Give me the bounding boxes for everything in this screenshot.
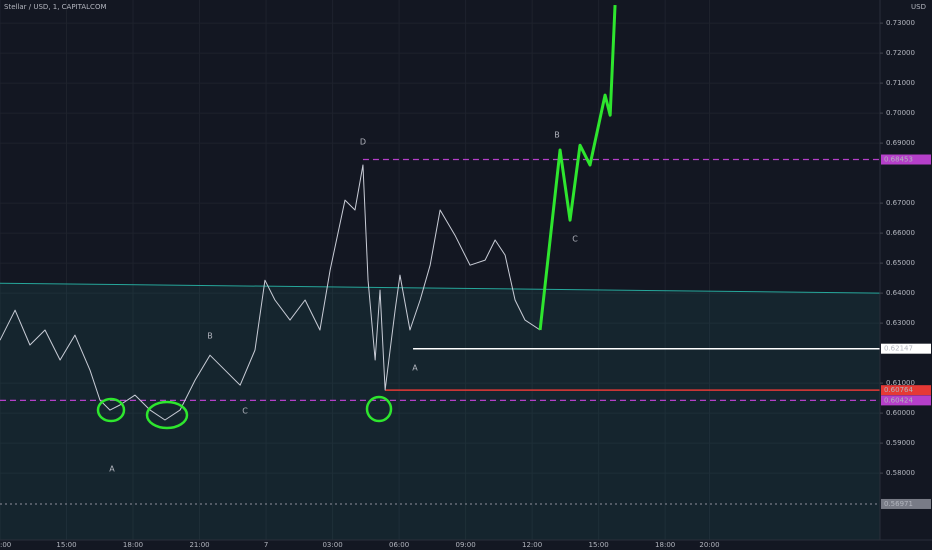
trend-zone	[0, 283, 880, 540]
y-tick-label: 0.65000	[886, 259, 915, 267]
zone	[0, 282, 881, 540]
level-tag-label: 0.60424	[884, 396, 913, 404]
projection-line	[538, 5, 617, 331]
y-tick-label: 0.61000	[886, 379, 915, 387]
annotations: A B C D A B C	[109, 131, 578, 474]
level-tag	[881, 343, 931, 354]
y-tick-label: 0.67000	[886, 199, 915, 207]
wave-label: A	[412, 364, 418, 373]
level-tag	[881, 498, 931, 509]
y-tick-label: 0.72000	[886, 49, 915, 57]
level-tag-label: 0.56971	[884, 500, 913, 508]
highlight	[365, 395, 393, 423]
y-tick-label: 0.73000	[886, 19, 915, 27]
x-tick-label: 18:00	[655, 541, 675, 549]
y-tick-label: 0.66000	[886, 229, 915, 237]
x-tick-label: 20:00	[699, 541, 719, 549]
x-tick-label: 18:00	[123, 541, 143, 549]
level-tag	[881, 385, 931, 396]
y-tick-label: 0.60000	[886, 409, 915, 417]
chart-title: Stellar / USD, 1, CAPITALCOM	[4, 3, 107, 11]
x-tick-label: 12:00	[522, 541, 542, 549]
wave-label: B	[207, 332, 213, 341]
highlight	[145, 400, 189, 430]
level-tag	[881, 154, 931, 165]
x-tick-label: 21:00	[189, 541, 209, 549]
x-tick-label: 15:00	[589, 541, 609, 549]
price-line	[0, 164, 541, 421]
y-tick-label: 0.59000	[886, 439, 915, 447]
y-tick-label: 0.63000	[886, 319, 915, 327]
wave-label: C	[572, 235, 578, 244]
level-tag	[881, 395, 931, 406]
y-tick-label: 0.58000	[886, 469, 915, 477]
highlights	[96, 395, 393, 430]
wave-label: A	[109, 465, 115, 474]
x-tick-label: :00	[0, 541, 11, 549]
highlight	[96, 397, 126, 423]
x-tick-label: 06:00	[389, 541, 409, 549]
currency: USD	[911, 3, 926, 11]
wave-label: D	[360, 138, 366, 147]
x-tick-label: 7	[264, 541, 268, 549]
trendline	[0, 282, 881, 294]
wave-label: B	[554, 131, 560, 140]
level-tag-label: 0.60764	[884, 386, 913, 394]
level-tag-label: 0.62147	[884, 345, 913, 353]
y-tick-label: 0.69000	[886, 139, 915, 147]
x-tick-label: 03:00	[322, 541, 342, 549]
y-tick-label: 0.71000	[886, 79, 915, 87]
x-tick-label: 09:00	[456, 541, 476, 549]
y-tick-label: 0.64000	[886, 289, 915, 297]
marks	[0, 5, 880, 505]
level-tag-label: 0.68453	[884, 156, 913, 164]
y-tick-label: 0.70000	[886, 109, 915, 117]
wave-label: C	[242, 407, 248, 416]
x-tick-label: 15:00	[56, 541, 76, 549]
